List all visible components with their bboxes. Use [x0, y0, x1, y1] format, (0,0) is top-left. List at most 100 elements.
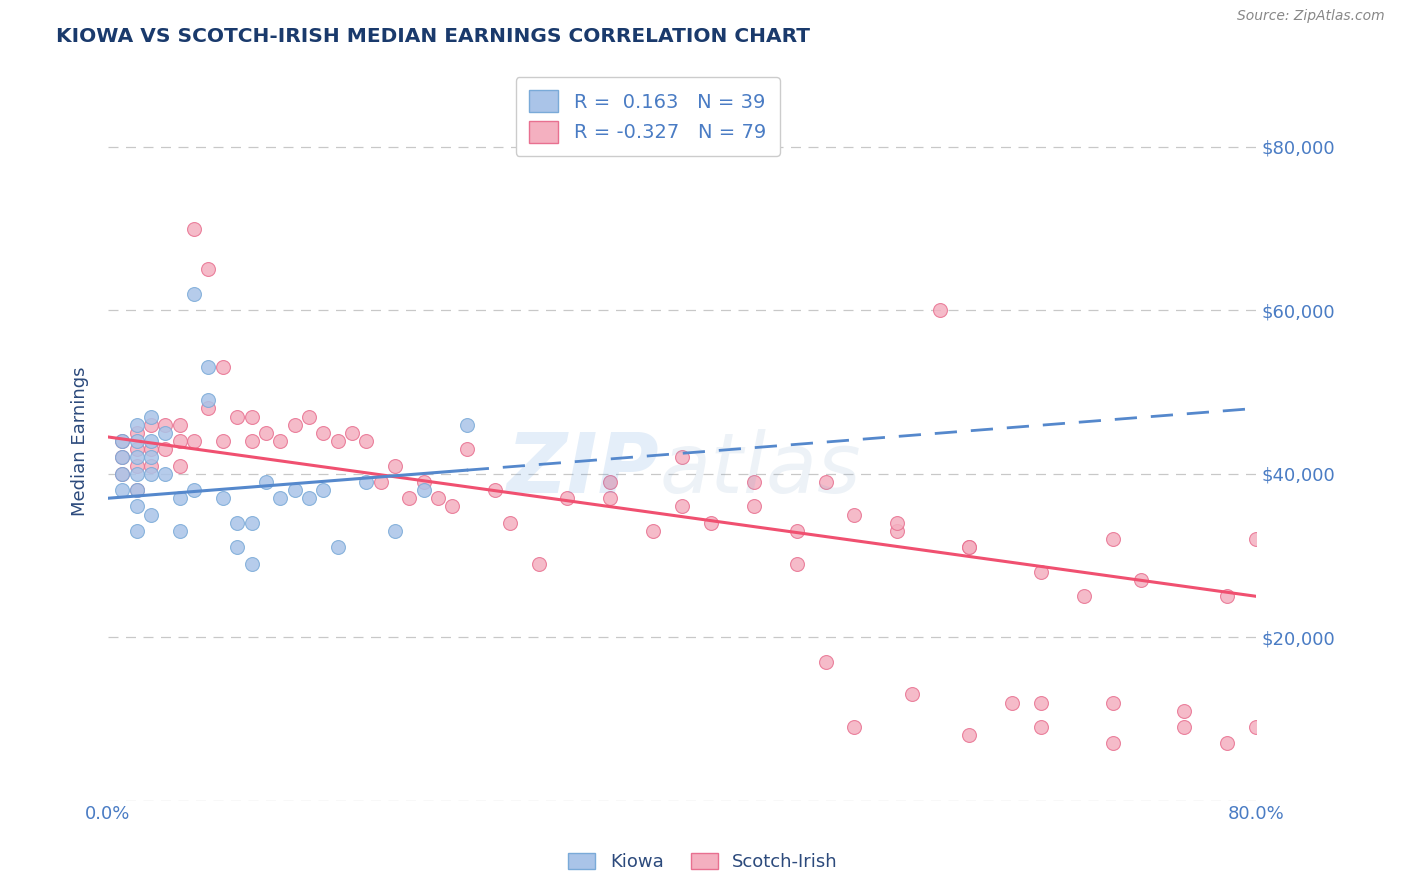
Point: [111, 434, 134, 448]
Point: [197, 393, 219, 408]
Point: [169, 458, 191, 473]
Point: [155, 417, 177, 432]
Point: [226, 516, 249, 530]
Point: [643, 524, 665, 538]
Point: [384, 458, 406, 473]
Point: [111, 450, 134, 465]
Point: [111, 483, 134, 497]
Point: [814, 475, 837, 489]
Point: [929, 303, 952, 318]
Point: [456, 442, 478, 457]
Point: [384, 524, 406, 538]
Point: [1216, 590, 1239, 604]
Point: [427, 491, 450, 506]
Point: [139, 434, 162, 448]
Point: [742, 500, 765, 514]
Point: [412, 483, 434, 497]
Point: [169, 524, 191, 538]
Point: [1101, 696, 1123, 710]
Point: [356, 475, 378, 489]
Point: [1029, 720, 1052, 734]
Point: [284, 417, 307, 432]
Point: [211, 360, 233, 375]
Point: [412, 475, 434, 489]
Point: [169, 491, 191, 506]
Point: [183, 221, 205, 235]
Point: [700, 516, 723, 530]
Point: [197, 360, 219, 375]
Point: [111, 467, 134, 481]
Point: [139, 458, 162, 473]
Point: [169, 434, 191, 448]
Point: [1244, 532, 1267, 546]
Point: [886, 524, 908, 538]
Point: [125, 417, 148, 432]
Point: [111, 467, 134, 481]
Text: Source: ZipAtlas.com: Source: ZipAtlas.com: [1237, 9, 1385, 23]
Point: [139, 417, 162, 432]
Point: [555, 491, 578, 506]
Point: [900, 687, 922, 701]
Legend: R =  0.163   N = 39, R = -0.327   N = 79: R = 0.163 N = 39, R = -0.327 N = 79: [516, 77, 780, 156]
Point: [169, 417, 191, 432]
Point: [326, 434, 349, 448]
Point: [183, 483, 205, 497]
Point: [844, 720, 866, 734]
Point: [254, 475, 277, 489]
Point: [957, 541, 980, 555]
Point: [240, 516, 263, 530]
Point: [957, 728, 980, 742]
Point: [1173, 720, 1195, 734]
Point: [599, 491, 621, 506]
Point: [155, 467, 177, 481]
Point: [254, 425, 277, 440]
Point: [125, 524, 148, 538]
Text: KIOWA VS SCOTCH-IRISH MEDIAN EARNINGS CORRELATION CHART: KIOWA VS SCOTCH-IRISH MEDIAN EARNINGS CO…: [56, 27, 810, 45]
Point: [155, 442, 177, 457]
Point: [1001, 696, 1024, 710]
Legend: Kiowa, Scotch-Irish: Kiowa, Scotch-Irish: [561, 846, 845, 879]
Point: [240, 557, 263, 571]
Point: [1073, 590, 1095, 604]
Point: [599, 475, 621, 489]
Text: atlas: atlas: [659, 429, 860, 510]
Point: [1029, 565, 1052, 579]
Point: [484, 483, 506, 497]
Point: [139, 409, 162, 424]
Point: [240, 434, 263, 448]
Point: [742, 475, 765, 489]
Point: [1173, 704, 1195, 718]
Point: [139, 450, 162, 465]
Point: [125, 483, 148, 497]
Point: [671, 500, 693, 514]
Point: [398, 491, 420, 506]
Point: [197, 401, 219, 416]
Point: [197, 262, 219, 277]
Point: [814, 655, 837, 669]
Point: [441, 500, 464, 514]
Point: [125, 425, 148, 440]
Point: [183, 434, 205, 448]
Point: [356, 434, 378, 448]
Point: [139, 508, 162, 522]
Point: [226, 409, 249, 424]
Point: [786, 524, 808, 538]
Text: ZIP: ZIP: [506, 429, 659, 510]
Point: [111, 434, 134, 448]
Point: [370, 475, 392, 489]
Point: [284, 483, 307, 497]
Point: [340, 425, 363, 440]
Point: [125, 442, 148, 457]
Point: [527, 557, 550, 571]
Point: [125, 483, 148, 497]
Point: [844, 508, 866, 522]
Point: [456, 417, 478, 432]
Point: [1130, 573, 1153, 587]
Point: [1101, 532, 1123, 546]
Point: [269, 434, 291, 448]
Point: [1216, 736, 1239, 750]
Point: [226, 541, 249, 555]
Point: [886, 516, 908, 530]
Point: [211, 491, 233, 506]
Point: [240, 409, 263, 424]
